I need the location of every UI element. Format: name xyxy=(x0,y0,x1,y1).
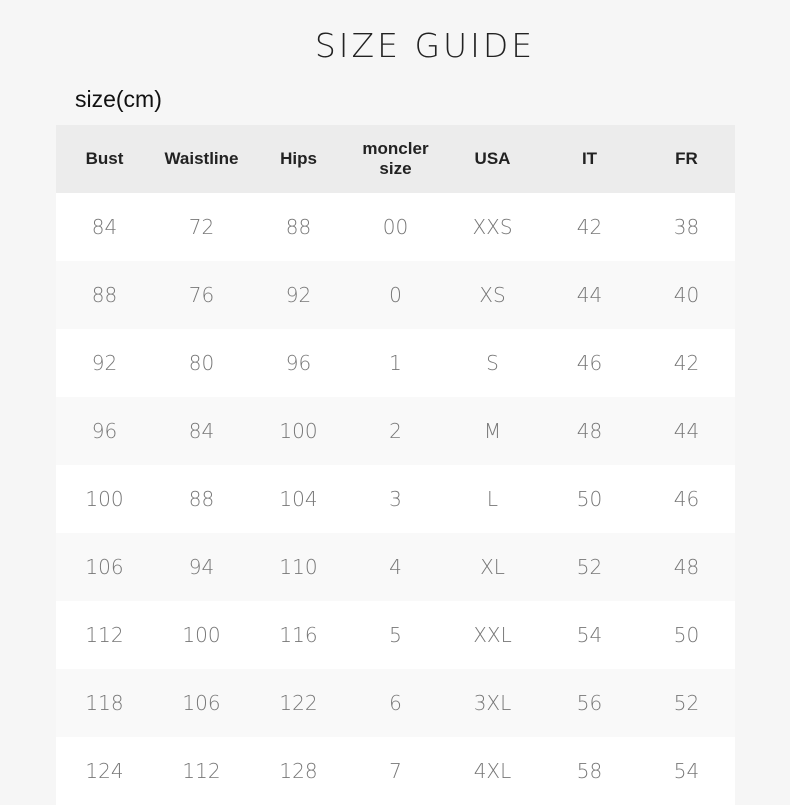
table-cell: 122 xyxy=(250,669,347,737)
table-cell: 00 xyxy=(347,193,444,261)
table-cell: 92 xyxy=(56,329,153,397)
table-row: 112 100 116 5 XXL 54 50 xyxy=(56,601,735,669)
table-cell: 124 xyxy=(56,737,153,805)
table-cell: 76 xyxy=(153,261,250,329)
header-bust: Bust xyxy=(56,125,153,193)
table-cell: 44 xyxy=(541,261,638,329)
table-cell: 2 xyxy=(347,397,444,465)
table-cell: 112 xyxy=(56,601,153,669)
header-it: IT xyxy=(541,125,638,193)
table-cell: 3XL xyxy=(444,669,541,737)
table-cell: 46 xyxy=(541,329,638,397)
table-cell: 3 xyxy=(347,465,444,533)
table-cell: 106 xyxy=(153,669,250,737)
table-cell: 42 xyxy=(541,193,638,261)
table-cell: S xyxy=(444,329,541,397)
table-cell: 128 xyxy=(250,737,347,805)
table-cell: XL xyxy=(444,533,541,601)
table-cell: 96 xyxy=(250,329,347,397)
table-cell: 50 xyxy=(638,601,735,669)
table-cell: 88 xyxy=(153,465,250,533)
table-cell: 44 xyxy=(638,397,735,465)
table-cell: 48 xyxy=(638,533,735,601)
header-waistline: Waistline xyxy=(153,125,250,193)
table-cell: 88 xyxy=(56,261,153,329)
table-cell: 80 xyxy=(153,329,250,397)
table-cell: XS xyxy=(444,261,541,329)
table-cell: 4XL xyxy=(444,737,541,805)
table-cell: 110 xyxy=(250,533,347,601)
table-row: 106 94 110 4 XL 52 48 xyxy=(56,533,735,601)
table-cell: 106 xyxy=(56,533,153,601)
table-cell: 46 xyxy=(638,465,735,533)
table-cell: 94 xyxy=(153,533,250,601)
table-row: 124 112 128 7 4XL 58 54 xyxy=(56,737,735,805)
table-cell: 100 xyxy=(56,465,153,533)
table-cell: 56 xyxy=(541,669,638,737)
table-cell: 7 xyxy=(347,737,444,805)
table-row: 88 76 92 0 XS 44 40 xyxy=(56,261,735,329)
table-cell: 40 xyxy=(638,261,735,329)
table-cell: 84 xyxy=(56,193,153,261)
table-row: 84 72 88 00 XXS 42 38 xyxy=(56,193,735,261)
table-cell: 54 xyxy=(541,601,638,669)
table-cell: 104 xyxy=(250,465,347,533)
table-cell: 42 xyxy=(638,329,735,397)
table-row: 100 88 104 3 L 50 46 xyxy=(56,465,735,533)
table-cell: XXS xyxy=(444,193,541,261)
table-cell: XXL xyxy=(444,601,541,669)
table-cell: 1 xyxy=(347,329,444,397)
table-cell: 72 xyxy=(153,193,250,261)
table-cell: 118 xyxy=(56,669,153,737)
table-cell: 96 xyxy=(56,397,153,465)
table-cell: 0 xyxy=(347,261,444,329)
table-cell: 38 xyxy=(638,193,735,261)
header-moncler-size: moncler size xyxy=(347,125,444,193)
table-cell: 116 xyxy=(250,601,347,669)
table-cell: M xyxy=(444,397,541,465)
table-cell: 84 xyxy=(153,397,250,465)
table-cell: 88 xyxy=(250,193,347,261)
page-title: SIZE GUIDE xyxy=(314,26,536,65)
table-row: 118 106 122 6 3XL 56 52 xyxy=(56,669,735,737)
table-cell: 52 xyxy=(638,669,735,737)
table-cell: 100 xyxy=(153,601,250,669)
table-cell: 54 xyxy=(638,737,735,805)
table-cell: 58 xyxy=(541,737,638,805)
table-row: 96 84 100 2 M 48 44 xyxy=(56,397,735,465)
header-usa: USA xyxy=(444,125,541,193)
unit-label: size(cm) xyxy=(75,86,162,112)
table-cell: 50 xyxy=(541,465,638,533)
table-cell: 100 xyxy=(250,397,347,465)
table-cell: L xyxy=(444,465,541,533)
table-row: 92 80 96 1 S 46 42 xyxy=(56,329,735,397)
table-cell: 92 xyxy=(250,261,347,329)
table-cell: 52 xyxy=(541,533,638,601)
table-header-row: Bust Waistline Hips moncler size USA IT … xyxy=(56,125,735,193)
header-hips: Hips xyxy=(250,125,347,193)
header-fr: FR xyxy=(638,125,735,193)
table-cell: 6 xyxy=(347,669,444,737)
size-table: Bust Waistline Hips moncler size USA IT … xyxy=(56,125,735,805)
table-cell: 5 xyxy=(347,601,444,669)
table-cell: 112 xyxy=(153,737,250,805)
table-cell: 4 xyxy=(347,533,444,601)
table-cell: 48 xyxy=(541,397,638,465)
